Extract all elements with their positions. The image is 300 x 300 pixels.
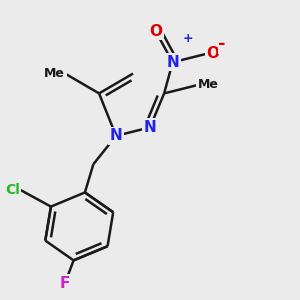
Text: N: N [144, 120, 156, 135]
Text: F: F [60, 275, 70, 290]
Text: O: O [207, 46, 220, 61]
Text: -: - [218, 35, 226, 53]
Text: +: + [183, 32, 194, 45]
Text: O: O [149, 24, 162, 39]
Text: Me: Me [198, 78, 219, 92]
Text: N: N [110, 128, 122, 143]
Text: N: N [166, 55, 179, 70]
Text: Cl: Cl [5, 183, 20, 196]
Text: Me: Me [44, 67, 65, 80]
